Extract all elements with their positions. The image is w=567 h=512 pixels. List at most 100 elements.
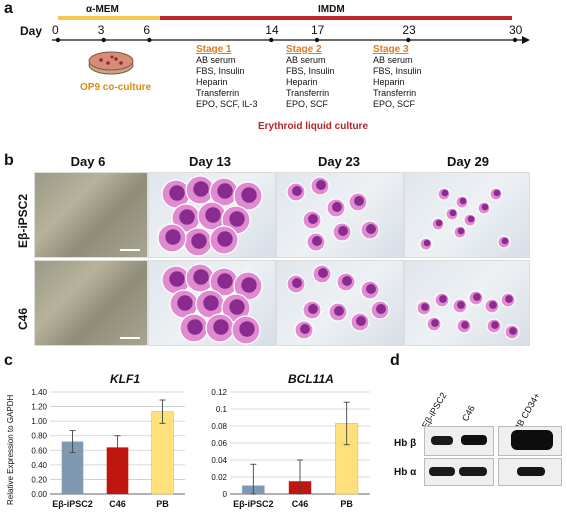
col-header-day13: Day 13 [189,154,231,169]
cell-nucleus [241,277,257,293]
day-axis-label: Day [20,24,43,38]
coculture-label: OP9 co-culture [80,82,152,93]
cell-nucleus [193,269,209,285]
cell-nucleus [193,181,209,197]
imdm-bar [160,16,512,20]
cell-nucleus [366,224,376,234]
col-header-day23: Day 23 [318,154,360,169]
cell-nucleus [241,187,257,203]
cell-nucleus [439,295,447,303]
blot-hba-left [424,458,494,486]
chart-1: 0.00 0.20 0.40 0.60 0.80 1.00 1.20 1.40 Eβ-iPSC2… [31,388,185,509]
blot-row-label-hbb: Hb β [394,438,417,449]
cell-nucleus [505,295,513,303]
cell-nucleus [205,207,221,223]
cell-nucleus [300,324,310,334]
cell-nucleus [338,226,348,236]
panel-d-letter: d [390,352,400,369]
timeline-day-label-3: 3 [97,23,105,37]
ytick-label: 0 [223,490,228,499]
category-label: C46 [109,499,126,509]
timeline-tick-23 [406,37,411,43]
cell-nucleus [334,306,344,316]
ytick-label: 0.20 [31,475,47,484]
bar [61,441,84,494]
cell-nucleus [213,319,229,335]
cell-nucleus [191,233,207,249]
cell-nucleus [203,295,219,311]
stage-2-item: EPO, SCF [286,99,329,109]
stage-2-item: FBS, Insulin [286,66,335,76]
cell-nucleus [493,189,501,197]
stage-2-box: Stage 2 AB serum FBS, Insulin Heparin Transf… [286,44,335,110]
cell-nucleus [449,209,457,217]
bar [151,411,174,495]
chart1-title: KLF1 [110,372,140,386]
cell-nucleus [308,214,318,224]
stage-1-title: Stage 1 [196,44,232,55]
cell-nucleus [509,327,517,335]
stage-1-item: FBS, Insulin [196,66,245,76]
cell-nucleus [473,293,481,301]
ytick-label: 0.40 [31,461,47,470]
ytick-label: 0.00 [31,490,47,499]
category-label: Eβ-iPSC2 [52,499,93,509]
ytick-label: 0.12 [211,388,227,397]
stage-1-item: EPO, SCF, IL-3 [196,99,258,109]
col-header-day29: Day 29 [447,154,489,169]
timeline-tick-14 [269,37,274,43]
ytick-label: 1.20 [31,403,47,412]
cell-nucleus [179,209,195,225]
cell-nucleus [169,271,185,287]
ytick-label: 0.02 [211,473,227,482]
timeline-tick-30 [512,37,518,43]
cell-nucleus [292,186,302,196]
amem-label: α-MEM [86,4,119,15]
micrograph-c46-day6 [34,260,148,346]
stage-3-box: Stage 3 AB serum FBS, Insulin Heparin Transf… [373,44,422,110]
cell-nucleus [421,303,429,311]
stage-3-item: Transferrin [373,88,417,98]
cell-nucleus [376,304,386,314]
imdm-label: IMDM [318,4,345,15]
cell-nucleus [312,236,322,246]
stage-2-item: Heparin [286,77,318,87]
culture-label: Erythroid liquid culture [258,121,369,132]
ytick-label: 1.00 [31,417,47,426]
ytick-label: 0.04 [211,456,227,465]
cell-nucleus [342,276,352,286]
lane-label-ebipsc2: Eβ-iPSC2 [420,390,449,430]
blot-row-label-hba: Hb α [394,467,417,478]
micrograph-ebipsc2-day6 [34,172,148,258]
ytick-label: 0.1 [216,405,228,414]
amem-bar [58,16,160,20]
ytick-label: 0.60 [31,446,47,455]
timeline-day-label-14: 14 [265,23,279,37]
timeline-tick-3 [101,37,106,43]
timeline-tick-6 [147,37,152,43]
timeline-tick-17 [314,37,320,43]
stage-3-item: EPO, SCF [373,99,416,109]
stained-cells-layer [158,176,519,344]
category-label: Eβ-iPSC2 [233,499,274,509]
cell-nucleus [332,202,342,212]
cell-nucleus [441,189,449,197]
stage-2-item: AB serum [286,55,326,65]
ytick-label: 1.40 [31,388,47,397]
timeline-arrow [522,36,530,44]
cell-nucleus [229,299,245,315]
petri-dish-icon [88,51,134,75]
cell-nucleus [467,215,475,223]
cell-nucleus [239,321,255,337]
cell-nucleus [356,316,366,326]
category-label: C46 [292,499,309,509]
bar [106,447,129,494]
cell-nucleus [431,319,439,327]
lane-label-c46: C46 [460,403,477,423]
cell-nucleus [491,321,499,329]
cell-nucleus [229,211,245,227]
timeline-day-label-30: 30 [509,23,523,37]
cell-nucleus [316,180,326,190]
cell-nucleus [292,278,302,288]
cell-nucleus [461,321,469,329]
